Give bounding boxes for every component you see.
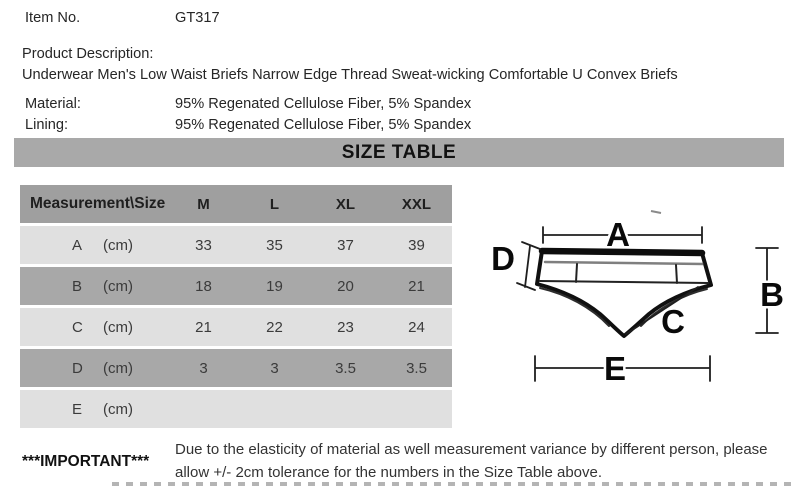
- size-value: 24: [408, 318, 425, 336]
- col-header-m: M: [197, 195, 210, 213]
- label-b: B: [760, 276, 784, 313]
- measure-letter: D: [72, 359, 83, 377]
- label-a: A: [606, 216, 630, 253]
- briefs-outline: [535, 247, 713, 338]
- label-c: C: [661, 303, 685, 340]
- item-no-value: GT317: [175, 10, 220, 26]
- dimension-e-line: [534, 355, 711, 382]
- size-value: 19: [266, 277, 283, 295]
- measure-letter: A: [72, 236, 83, 254]
- size-value: 21: [408, 277, 425, 295]
- label-d: D: [491, 240, 515, 277]
- size-value: 3: [199, 359, 208, 377]
- measure-letter: E: [72, 400, 83, 418]
- measure-letter: B: [72, 277, 83, 295]
- item-no-row: Item No. GT317: [25, 10, 765, 26]
- col-header-xl: XL: [335, 195, 356, 213]
- material-row: Material: 95% Regenated Cellulose Fiber,…: [25, 96, 765, 112]
- col-header-measurement-size: Measurement\Size: [30, 195, 166, 212]
- material-label: Material:: [25, 96, 81, 112]
- dimension-b-line: [755, 247, 779, 334]
- table-row-c: C (cm) 21 22 23 24: [20, 308, 452, 346]
- dimension-a-line: [542, 226, 703, 244]
- table-row-a: A (cm) 33 35 37 39: [20, 226, 452, 264]
- size-value: 35: [266, 236, 283, 254]
- important-label: ***IMPORTANT***: [22, 453, 150, 470]
- measure-unit: (cm): [103, 277, 133, 295]
- size-value: 23: [337, 318, 354, 336]
- col-header-l: L: [269, 195, 280, 213]
- row-label: D (cm): [20, 360, 168, 377]
- size-value: 33: [195, 236, 212, 254]
- measure-unit: (cm): [103, 359, 133, 377]
- measure-unit: (cm): [103, 400, 133, 418]
- size-value: 18: [195, 277, 212, 295]
- important-text-line2: allow +/- 2cm tolerance for the numbers …: [175, 463, 603, 481]
- size-value: 22: [266, 318, 283, 336]
- table-row-d: D (cm) 3 3 3.5 3.5: [20, 349, 452, 387]
- measure-unit: (cm): [103, 318, 133, 336]
- item-no-label: Item No.: [25, 10, 81, 26]
- briefs-measurement-diagram: A B C D E: [489, 210, 786, 390]
- row-label: E (cm): [20, 401, 168, 418]
- size-value: 21: [195, 318, 212, 336]
- important-text-line1: Due to the elasticity of material as wel…: [175, 441, 768, 458]
- size-value: 37: [337, 236, 354, 254]
- col-header-xxl: XXL: [401, 195, 432, 213]
- size-value: 3: [270, 359, 279, 377]
- label-e: E: [604, 350, 626, 387]
- row-label: A (cm): [20, 237, 168, 254]
- important-text: Due to the elasticity of material as wel…: [175, 439, 795, 484]
- lining-value: 95% Regenated Cellulose Fiber, 5% Spande…: [175, 117, 472, 133]
- cutoff-text-strip: [112, 482, 792, 486]
- table-row-b: B (cm) 18 19 20 21: [20, 267, 452, 305]
- size-value: 3.5: [406, 359, 427, 377]
- dimension-c-line: [625, 286, 699, 335]
- artifact-dash: [650, 210, 662, 214]
- product-description-text: Underwear Men's Low Waist Briefs Narrow …: [22, 67, 678, 83]
- lining-row: Lining: 95% Regenated Cellulose Fiber, 5…: [25, 117, 765, 133]
- size-value: 39: [408, 236, 425, 254]
- measure-unit: (cm): [103, 236, 133, 254]
- row-label: C (cm): [20, 319, 168, 336]
- lining-label: Lining:: [25, 117, 69, 133]
- product-description-label: Product Description:: [22, 46, 154, 62]
- size-value: 3.5: [335, 359, 356, 377]
- size-table: Measurement\Size M L XL XXL A (cm) 33 35…: [20, 185, 452, 431]
- dimension-d-line: [516, 241, 541, 291]
- size-table-banner: SIZE TABLE: [14, 138, 784, 167]
- size-value: 20: [337, 277, 354, 295]
- table-row-e: E (cm): [20, 390, 452, 428]
- material-value: 95% Regenated Cellulose Fiber, 5% Spande…: [175, 96, 472, 112]
- measure-letter: C: [72, 318, 83, 336]
- dimension-lines: [516, 226, 779, 382]
- row-label: B (cm): [20, 278, 168, 295]
- table-header-row: Measurement\Size M L XL XXL: [20, 185, 452, 223]
